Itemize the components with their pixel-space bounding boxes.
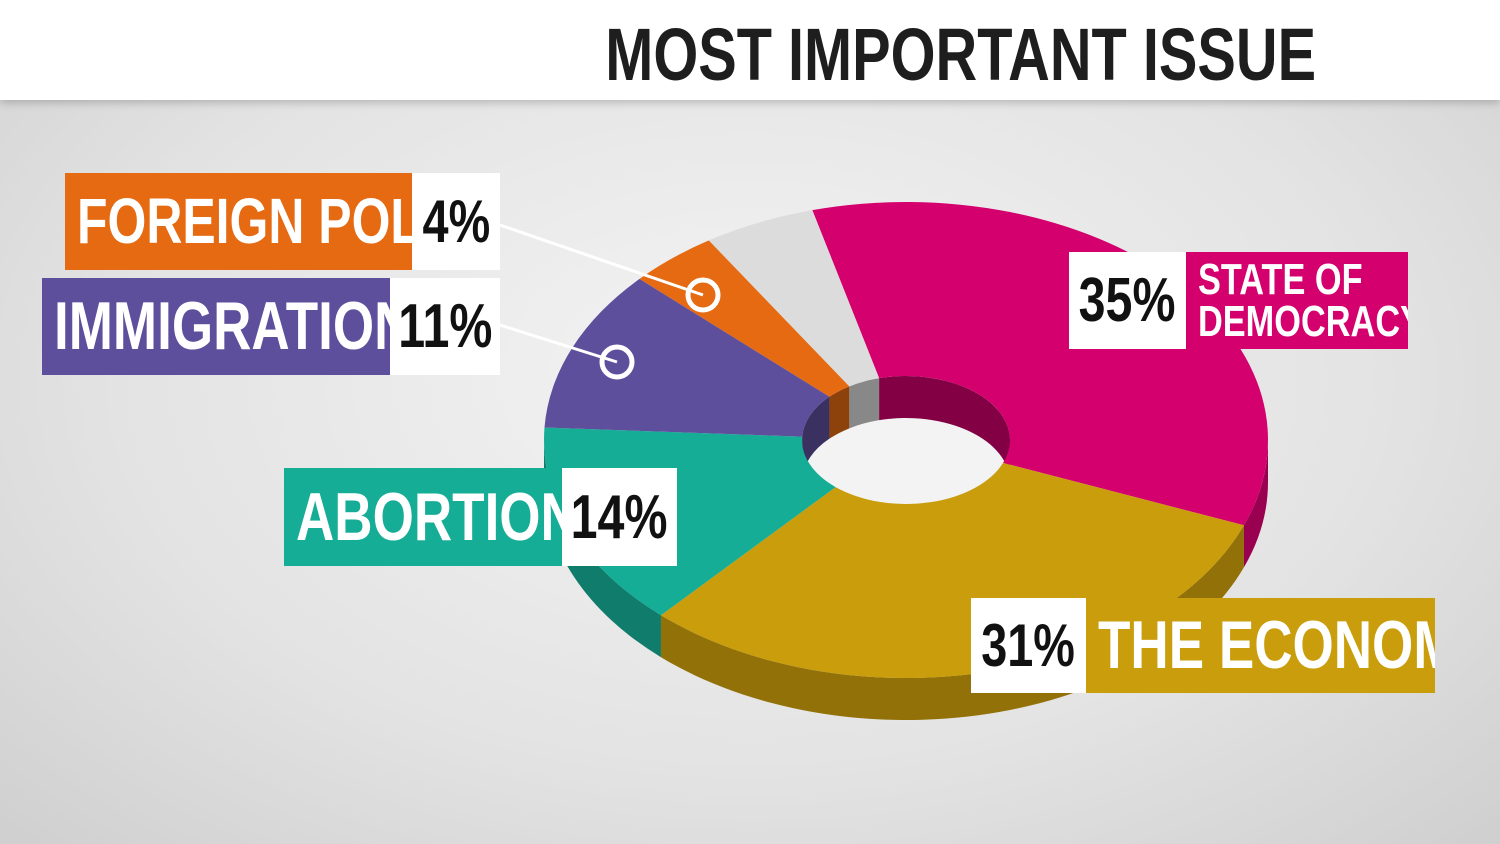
value-label: 14% [571, 482, 668, 552]
value-label: 35% [1079, 266, 1176, 335]
category-label: ABORTION [296, 478, 562, 555]
slice-label: FOREIGN POLICY4% [65, 173, 500, 270]
value-box: 11% [390, 278, 500, 375]
slice-side [544, 440, 661, 658]
category-label: STATE OF DEMOCRACY [1198, 254, 1408, 346]
leader-line [499, 323, 618, 364]
category-box: STATE OF DEMOCRACY [1186, 252, 1408, 349]
slice-label: IMMIGRATION 11% [42, 278, 500, 375]
slice [708, 210, 880, 387]
category-label: FOREIGN POLICY [77, 185, 412, 258]
slice-inner-wall [829, 386, 850, 439]
title-bar: MOST IMPORTANT ISSUE [0, 0, 1500, 100]
category-box: FOREIGN POLICY [65, 173, 412, 270]
slice-label: ABORTION 14% [284, 468, 677, 566]
leader-line [499, 223, 704, 297]
slice [544, 278, 830, 437]
slice-label: 31% THE ECONOMY [971, 598, 1435, 693]
chart-title-text: MOST IMPORTANT ISSUE [605, 13, 1317, 96]
value-box: 14% [562, 468, 677, 566]
slice-inner-wall [879, 376, 1010, 482]
category-label: THE ECONOMY [1098, 607, 1435, 684]
leader-dot [685, 277, 721, 313]
value-box: 35% [1069, 252, 1186, 349]
value-label: 11% [397, 292, 493, 361]
value-label: 4% [422, 188, 490, 255]
value-label: 31% [981, 612, 1076, 679]
leader-dot [599, 344, 635, 380]
slice [639, 240, 850, 397]
slice-inner-wall [849, 378, 880, 429]
value-box: 4% [412, 173, 500, 270]
value-box: 31% [971, 598, 1086, 693]
chart-title: MOST IMPORTANT ISSUE [505, 12, 1316, 97]
category-box: IMMIGRATION [42, 278, 390, 375]
category-box: THE ECONOMY [1086, 598, 1435, 693]
slice-side [1243, 440, 1268, 568]
category-label: IMMIGRATION [54, 288, 390, 365]
slice-label: 35% STATE OF DEMOCRACY [1069, 252, 1408, 349]
category-box: ABORTION [284, 468, 562, 566]
slice-inner-wall [802, 396, 830, 479]
